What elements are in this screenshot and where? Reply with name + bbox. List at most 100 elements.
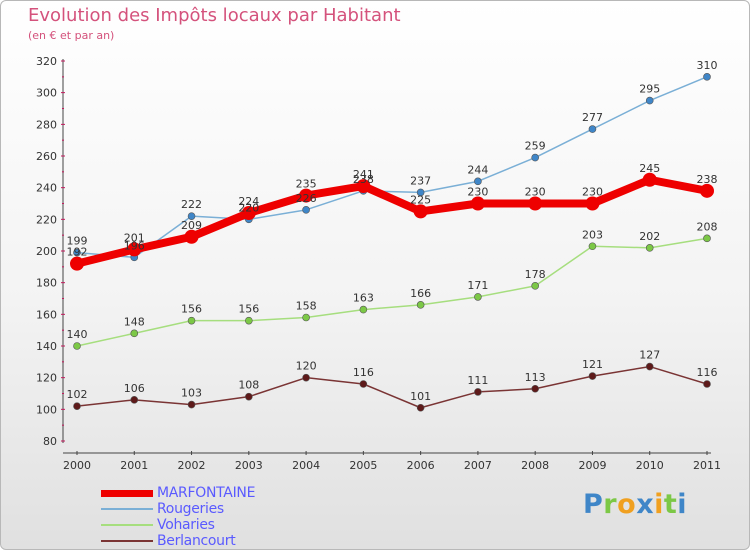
series-line-berlancourt [76,365,708,409]
data-point-berlancourt [359,380,368,388]
legend-swatch [101,524,153,526]
x-tick-label: 2001 [120,459,148,472]
data-point-voharies [359,305,368,314]
data-label-berlancourt: 127 [639,349,660,362]
y-tick-label: 300 [36,87,57,100]
data-label-marfontaine: 209 [181,219,202,232]
data-point-marfontaine [356,179,371,194]
y-tick-label: 260 [36,150,57,163]
data-label-voharies: 163 [353,292,374,305]
data-label-marfontaine: 230 [525,186,546,199]
data-label-voharies: 171 [467,279,488,292]
legend-label: Berlancourt [157,533,236,549]
data-point-rougeries [187,212,196,220]
logo-letter: o [617,489,637,520]
data-point-voharies [703,234,711,243]
data-point-marfontaine [299,188,314,203]
x-tick-label: 2010 [636,459,664,472]
data-label-marfontaine: 230 [582,186,603,199]
y-tick-label: 240 [36,182,57,195]
legend-swatch [101,489,153,497]
data-label-rougeries: 199 [67,235,88,248]
data-label-rougeries: 226 [296,192,317,205]
data-label-marfontaine: 230 [467,186,488,199]
y-tick-label: 80 [43,435,57,448]
data-point-rougeries [474,177,482,186]
data-label-berlancourt: 108 [238,379,259,392]
data-label-voharies: 202 [639,230,660,243]
data-label-marfontaine: 245 [639,162,660,175]
data-label-berlancourt: 106 [124,382,145,395]
data-label-berlancourt: 103 [181,387,202,400]
y-tick-label: 280 [36,118,57,131]
data-label-rougeries: 237 [410,174,431,187]
logo-letter: P [583,489,604,520]
data-label-berlancourt: 113 [525,371,546,384]
data-point-berlancourt [416,403,425,412]
data-label-voharies: 158 [296,300,317,313]
data-point-rougeries [703,73,711,81]
y-tick-label: 120 [36,372,57,385]
data-point-berlancourt [302,373,310,382]
series-line-voharies [76,237,708,347]
data-point-marfontaine [413,204,428,219]
legend-label: MARFONTAINE [157,485,256,501]
series-lines [73,76,711,409]
data-label-marfontaine: 201 [124,231,145,244]
data-point-rougeries [645,96,654,105]
data-label-voharies: 156 [181,303,202,316]
data-label-marfontaine: 235 [296,178,317,191]
legend-label: Voharies [157,517,215,533]
data-point-voharies [474,293,482,301]
x-tick-label: 2003 [235,459,263,472]
legend-swatch [101,508,153,510]
chart-title: Evolution des Impôts locaux par Habitant [28,5,401,26]
data-label-rougeries: 244 [467,163,488,176]
data-label-rougeries: 220 [238,201,259,214]
data-point-voharies [73,342,81,350]
data-point-berlancourt [588,372,597,380]
data-label-rougeries: 310 [697,59,718,72]
data-label-rougeries: 238 [353,173,374,186]
x-tick-label: 2002 [178,459,206,472]
data-label-marfontaine: 241 [353,168,374,181]
y-axis-ticks: 80 100 120 140 160 180 200 220 240 260 280 300 320 [36,55,65,448]
data-label-marfontaine: 225 [410,193,431,206]
data-label-voharies: 140 [67,328,88,341]
data-point-rougeries [588,125,597,133]
data-point-marfontaine [585,196,600,211]
data-point-voharies [302,313,310,322]
data-point-marfontaine [642,172,657,187]
data-point-marfontaine [528,196,543,211]
y-tick-label: 220 [36,213,57,226]
data-label-voharies: 178 [525,268,546,281]
x-tick-label: 2008 [521,459,549,472]
y-tick-label: 200 [36,245,57,258]
y-tick-label: 140 [36,340,57,353]
logo-letter: t [663,489,678,520]
series-line-marfontaine [73,175,711,268]
y-tick-label: 100 [36,403,57,416]
data-point-voharies [245,316,253,325]
data-point-rougeries [531,153,539,162]
data-point-voharies [187,316,196,325]
data-label-berlancourt: 102 [67,388,88,401]
data-point-voharies [588,242,597,251]
data-point-berlancourt [474,388,482,396]
data-point-rougeries [416,188,425,197]
data-label-rougeries: 295 [639,83,660,96]
data-point-rougeries [302,206,310,214]
proxiti-logo: Proxiti [583,489,687,520]
x-tick-label: 2005 [349,459,377,472]
data-point-berlancourt [187,400,196,409]
logo-letter: r [603,489,618,520]
data-point-berlancourt [703,380,711,388]
data-label-berlancourt: 121 [582,358,603,371]
data-point-marfontaine [241,206,256,220]
data-point-marfontaine [127,242,142,257]
data-label-marfontaine: 238 [697,173,718,186]
data-label-marfontaine: 192 [67,246,88,259]
logo-letter: i [654,489,664,520]
